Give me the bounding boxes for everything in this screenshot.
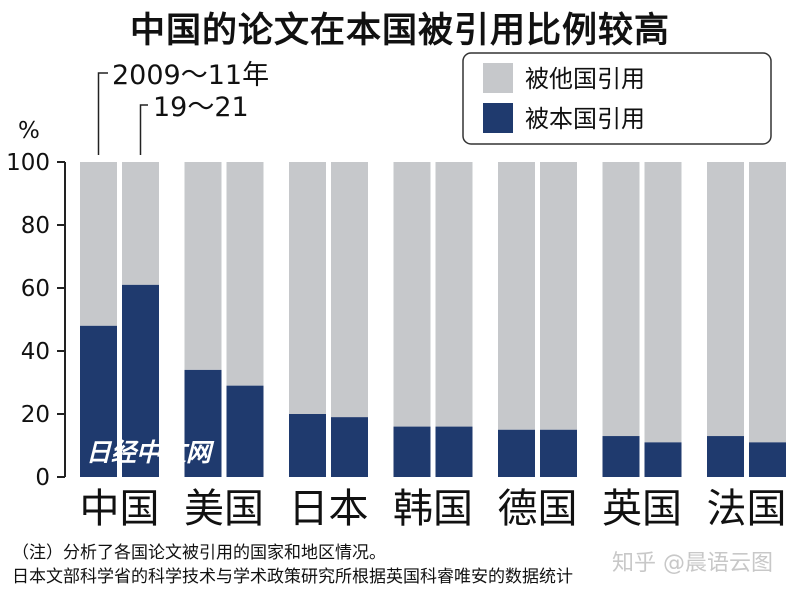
- bar-other-citation: [435, 162, 473, 427]
- legend-swatch-other: [483, 63, 513, 93]
- bar-domestic-citation: [226, 385, 264, 477]
- annotation-leader-line: [97, 72, 108, 155]
- period-label-1: 2009～11年: [112, 60, 269, 91]
- bar-domestic-citation: [435, 426, 473, 477]
- bar-domestic-citation: [393, 426, 431, 477]
- y-tick-label: 60: [21, 276, 50, 302]
- bar-other-citation: [289, 162, 326, 414]
- y-tick-label: 100: [6, 150, 50, 176]
- y-tick-label: 20: [21, 402, 50, 428]
- category-label: 法国: [707, 486, 787, 532]
- bar-other-citation: [122, 162, 159, 285]
- legend-label-other: 被他国引用: [525, 65, 645, 93]
- annotation-leader-line: [139, 104, 148, 155]
- category-label: 中国: [80, 486, 160, 532]
- y-axis: 0 20 40 60 80 100%: [6, 118, 66, 491]
- bar-domestic-citation: [80, 325, 117, 477]
- legend-swatch-domestic: [483, 103, 513, 133]
- y-tick-label: 40: [21, 339, 50, 365]
- bar-domestic-citation: [540, 429, 577, 477]
- bar-other-citation: [749, 162, 786, 443]
- bar-domestic-citation: [184, 369, 222, 477]
- bar-domestic-citation: [122, 284, 159, 477]
- category-label: 英国: [602, 486, 682, 532]
- source-line: 日本文部科学省的科学技术与学术政策研究所根据英国科睿唯安的数据统计: [12, 567, 573, 587]
- category-labels: 中国 美国 日本 韩国 德国 英国 法国: [80, 486, 787, 532]
- watermark: 日经中文网: [86, 438, 215, 467]
- chart-title: 中国的论文在本国被引用比例较高: [129, 11, 670, 51]
- bar-other-citation: [498, 162, 535, 430]
- bar-domestic-citation: [602, 436, 640, 477]
- bar-other-citation: [707, 162, 744, 437]
- category-label: 德国: [498, 486, 578, 532]
- bar-other-citation: [644, 162, 682, 443]
- zhihu-watermark: 知乎 @晨语云图: [612, 551, 773, 576]
- bar-other-citation: [226, 162, 264, 386]
- bar-other-citation: [80, 162, 117, 326]
- legend-label-domestic: 被本国引用: [525, 105, 645, 133]
- period-label-2: 19～21: [153, 92, 249, 123]
- y-axis-unit: %: [18, 118, 40, 144]
- bar-domestic-citation: [498, 429, 535, 477]
- bar-domestic-citation: [749, 442, 786, 477]
- y-tick-label: 0: [35, 465, 50, 491]
- bar-other-citation: [184, 162, 222, 370]
- legend-box: [462, 52, 772, 145]
- bar-other-citation: [540, 162, 577, 430]
- bars: [80, 162, 786, 477]
- bar-domestic-citation: [707, 436, 744, 477]
- bar-domestic-citation: [644, 442, 682, 477]
- bar-domestic-citation: [289, 414, 326, 477]
- category-label: 日本: [289, 486, 369, 532]
- y-tick-label: 80: [21, 213, 50, 239]
- bar-other-citation: [331, 162, 368, 418]
- stacked-bar-chart: 0 20 40 60 80 100% 中国 美国 日本 韩国 德国 英国 法国 2009～11年19～…: [6, 52, 787, 532]
- bar-other-citation: [602, 162, 640, 437]
- category-label: 韩国: [393, 486, 473, 532]
- category-label: 美国: [184, 486, 264, 532]
- bar-other-citation: [393, 162, 431, 427]
- footnote: （注）分析了各国论文被引用的国家和地区情况。: [12, 543, 386, 563]
- bar-domestic-citation: [331, 417, 368, 477]
